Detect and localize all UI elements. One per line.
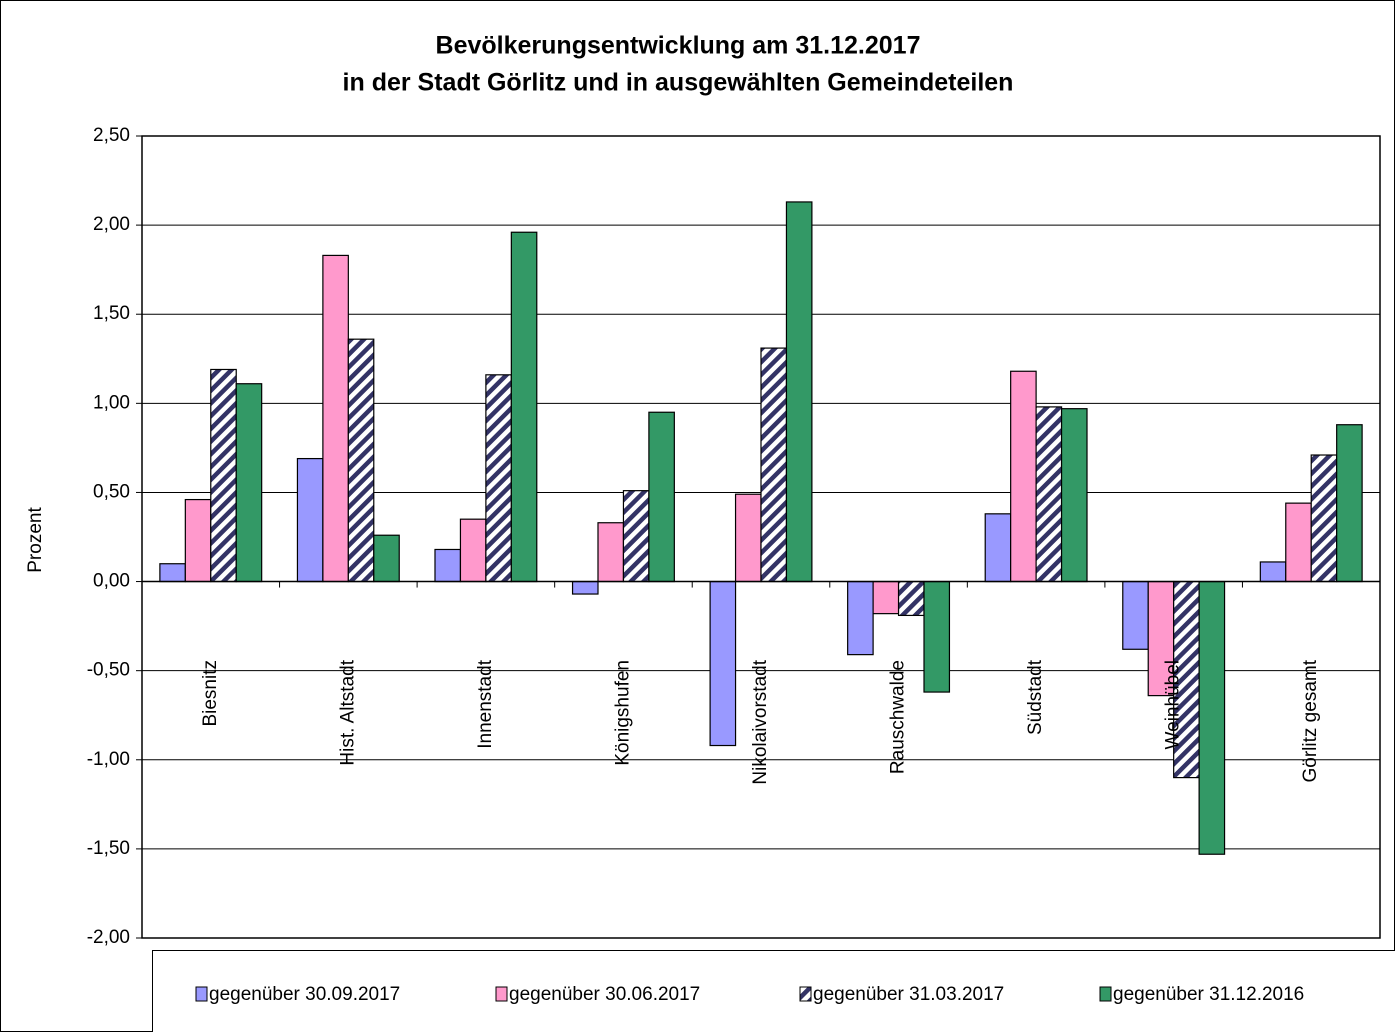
x-tick-label: Hist. Altstadt bbox=[337, 659, 358, 765]
bar bbox=[296, 457, 324, 583]
bar bbox=[1035, 406, 1063, 583]
y-tick-label: 1,50 bbox=[93, 303, 130, 324]
bar bbox=[984, 513, 1012, 583]
y-axis-label: Prozent bbox=[25, 507, 46, 573]
legend-label: gegenüber 31.03.2017 bbox=[813, 984, 1004, 1005]
y-tick-label: 1,00 bbox=[93, 392, 130, 413]
y-tick-label: 0,00 bbox=[93, 571, 130, 592]
bar bbox=[1336, 424, 1363, 583]
bar bbox=[897, 580, 925, 617]
bar bbox=[622, 490, 650, 583]
bar bbox=[373, 534, 400, 583]
y-tick-label: -1,00 bbox=[87, 749, 130, 770]
y-tick-label: 2,50 bbox=[93, 125, 130, 146]
y-tick-label: 2,00 bbox=[93, 214, 130, 235]
legend-swatch bbox=[799, 986, 812, 1002]
bar bbox=[571, 580, 599, 595]
y-tick-label: -1,50 bbox=[87, 838, 130, 859]
bar bbox=[648, 411, 675, 583]
plot-border bbox=[141, 135, 1381, 939]
bar bbox=[847, 580, 874, 656]
bar bbox=[785, 201, 813, 583]
bar bbox=[1060, 408, 1088, 583]
chart-title: in der Stadt Görlitz und in ausgewählten… bbox=[343, 69, 1014, 97]
legend-label: gegenüber 31.12.2016 bbox=[1113, 984, 1304, 1005]
bar bbox=[1198, 580, 1226, 855]
bar bbox=[459, 518, 487, 583]
bar bbox=[1010, 370, 1037, 583]
bar bbox=[734, 493, 762, 583]
bar bbox=[923, 580, 951, 693]
x-tick-label: Rauschwalde bbox=[888, 660, 909, 774]
x-tick-label: Görlitz gesamt bbox=[1300, 659, 1321, 782]
bar bbox=[235, 383, 263, 583]
bar bbox=[597, 522, 625, 583]
y-tick-label: -0,50 bbox=[87, 660, 130, 681]
x-tick-label: Nikolaivorstadt bbox=[750, 659, 771, 784]
bar bbox=[1285, 502, 1312, 583]
bar bbox=[184, 498, 212, 583]
legend-label: gegenüber 30.09.2017 bbox=[209, 984, 400, 1005]
bar bbox=[347, 338, 375, 583]
x-tick-label: Biesnitz bbox=[200, 660, 221, 727]
bar bbox=[434, 548, 462, 583]
x-tick-label: Südstadt bbox=[1025, 659, 1046, 735]
bar bbox=[760, 347, 788, 583]
legend-swatch bbox=[1099, 986, 1112, 1002]
legend-swatch bbox=[195, 986, 208, 1002]
bar bbox=[485, 374, 512, 583]
bar bbox=[322, 254, 349, 583]
legend-label: gegenüber 30.06.2017 bbox=[509, 984, 700, 1005]
y-tick-label: 0,50 bbox=[93, 481, 130, 502]
x-tick-label: Königshufen bbox=[612, 660, 633, 766]
legend-box bbox=[152, 950, 1395, 1032]
bar bbox=[1122, 580, 1149, 650]
legend-swatch bbox=[495, 986, 508, 1002]
chart-title: Bevölkerungsentwicklung am 31.12.2017 bbox=[436, 32, 921, 60]
x-tick-label: Weinhübel bbox=[1163, 660, 1184, 749]
bar bbox=[510, 231, 538, 583]
bar bbox=[159, 563, 186, 583]
bar bbox=[872, 580, 900, 615]
x-tick-label: Innenstadt bbox=[475, 659, 496, 748]
y-tick-label: -2,00 bbox=[87, 927, 130, 948]
bar bbox=[210, 368, 237, 583]
bar bbox=[709, 580, 737, 747]
bar bbox=[1310, 454, 1338, 583]
bar bbox=[1259, 561, 1287, 583]
